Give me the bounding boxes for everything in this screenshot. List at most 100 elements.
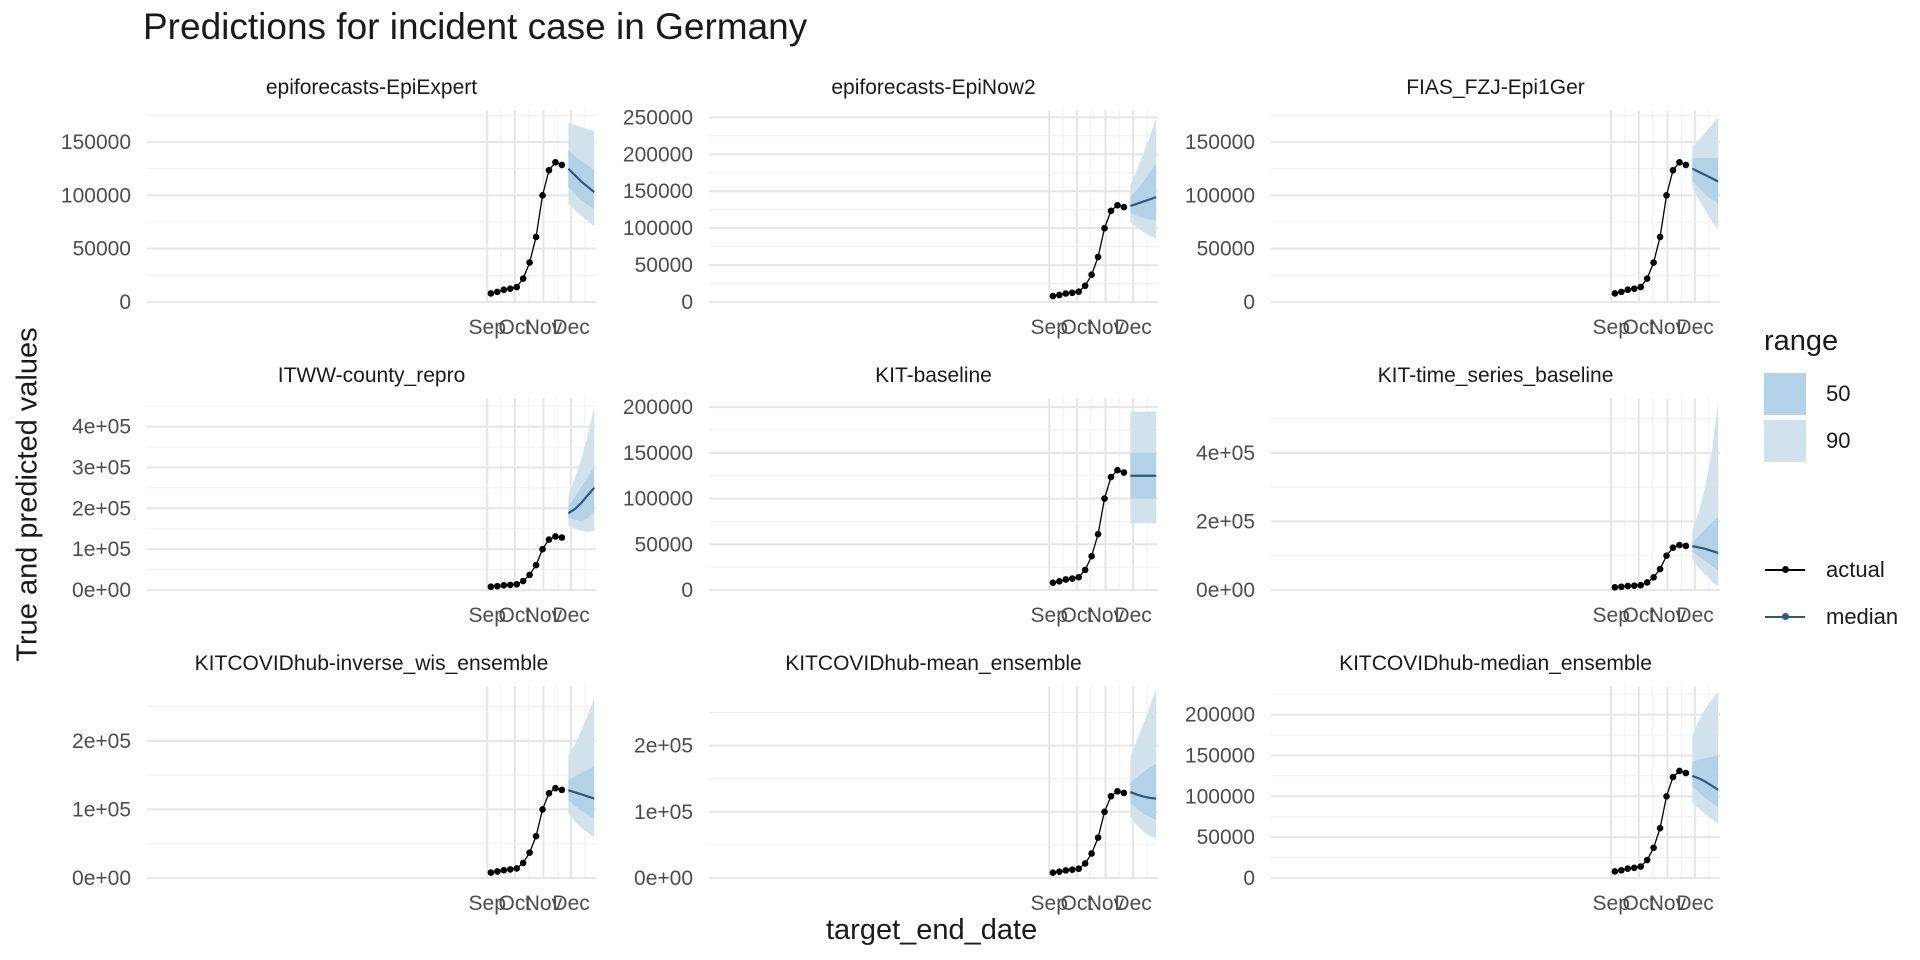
x-tick-label: Nov: [1649, 316, 1687, 339]
legend-title: range: [1764, 325, 1839, 357]
y-tick-label: 100000: [623, 488, 693, 511]
legend-key-median: [1764, 604, 1806, 630]
actual-point: [552, 533, 559, 540]
y-tick-label: 150000: [1185, 131, 1255, 154]
median-line: [1129, 790, 1157, 800]
legend-label-median: median: [1826, 603, 1899, 629]
x-tick-label: Dec: [1114, 892, 1151, 915]
actual-point: [494, 288, 501, 296]
actual-point: [500, 582, 508, 589]
actual-point: [1650, 259, 1657, 266]
actual-point: [1107, 207, 1115, 215]
actual-point: [1663, 192, 1670, 199]
actual-point: [1088, 850, 1095, 857]
panel-title: ITWW-county_repro: [278, 364, 466, 387]
actual-point: [1669, 773, 1677, 781]
x-tick-label: Oct: [1623, 892, 1656, 915]
actual-point: [1120, 203, 1128, 211]
median-line: [568, 789, 595, 800]
x-tick-label: Dec: [552, 316, 589, 339]
legend-label-actual: actual: [1826, 556, 1885, 582]
x-tick-label: Sep: [1593, 316, 1630, 339]
y-tick-label: 0e+00: [1196, 579, 1255, 602]
y-tick-label: 50000: [73, 238, 131, 261]
y-tick-label: 100000: [1185, 785, 1255, 808]
actual-point: [1637, 283, 1645, 291]
x-tick-label: Dec: [552, 892, 589, 915]
x-tick-label: Sep: [1031, 892, 1068, 915]
x-tick-label: Nov: [1087, 892, 1125, 915]
actual-point: [1094, 253, 1102, 261]
panel-title: epiforecasts-EpiExpert: [266, 76, 477, 99]
actual-point: [545, 166, 553, 174]
legend: range 50 90 actual median: [1764, 325, 1898, 640]
actual-point: [1114, 466, 1121, 474]
y-tick-label: 0: [681, 579, 693, 602]
actual-point: [558, 534, 566, 541]
median-line: [1691, 167, 1719, 183]
actual-point: [1650, 844, 1657, 852]
actual-point: [1075, 865, 1083, 873]
x-axis-title: target_end_date: [826, 914, 1038, 946]
x-tick-label: Nov: [1087, 316, 1125, 339]
panel-title: KITCOVIDhub-mean_ensemble: [785, 652, 1081, 675]
actual-point: [1682, 542, 1690, 550]
y-tick-label: 3e+05: [72, 456, 131, 479]
actual-point: [1068, 866, 1076, 874]
actual-point: [1120, 789, 1128, 797]
actual-point: [539, 192, 546, 199]
panel-title: KIT-baseline: [875, 364, 992, 387]
actual-point: [1669, 166, 1677, 174]
actual-point: [1630, 582, 1638, 590]
actual-point: [513, 865, 521, 872]
x-tick-label: Dec: [552, 604, 589, 627]
y-axis-title: True and predicted values: [11, 327, 44, 662]
y-tick-label: 100000: [1185, 184, 1255, 207]
actual-point: [1611, 290, 1619, 297]
actual-point: [1049, 869, 1057, 877]
actual-line: [1614, 161, 1687, 295]
y-tick-label: 100000: [623, 217, 693, 240]
actual-point: [1630, 285, 1638, 292]
x-tick-label: Dec: [1676, 892, 1713, 915]
actual-point: [500, 866, 508, 874]
actual-point: [1643, 275, 1651, 282]
actual-point: [1611, 583, 1619, 591]
actual-line: [490, 535, 562, 588]
y-tick-label: 0: [681, 291, 693, 314]
y-tick-label: 150000: [61, 131, 131, 154]
panel-title: KITCOVIDhub-inverse_wis_ensemble: [195, 652, 549, 675]
x-tick-label: Nov: [525, 316, 563, 339]
actual-point: [494, 582, 501, 590]
x-tick-label: Sep: [1031, 604, 1068, 627]
y-tick-label: 0e+00: [72, 579, 131, 602]
actual-point: [506, 581, 514, 589]
y-tick-label: 150000: [1185, 744, 1255, 767]
y-tick-label: 0: [1243, 867, 1255, 890]
legend-item-median: median: [1764, 593, 1898, 640]
actual-point: [1075, 288, 1083, 295]
actual-point: [1049, 292, 1057, 300]
band-50: [568, 150, 595, 210]
x-tick-label: Nov: [525, 604, 563, 627]
actual-point: [1088, 552, 1095, 560]
actual-point: [552, 158, 559, 166]
band-50: [1130, 163, 1157, 221]
actual-point: [1624, 286, 1632, 294]
y-tick-label: 0: [1243, 291, 1255, 314]
actual-point: [1663, 792, 1670, 800]
actual-point: [1062, 867, 1070, 874]
chart-title: Predictions for incident case in Germany: [143, 6, 808, 47]
actual-point: [1618, 583, 1625, 591]
actual-point: [1643, 579, 1651, 586]
actual-point: [545, 790, 553, 797]
facet-panel: 0 50000 100000 150000 200000 250000 SepOctNovD…: [623, 76, 1158, 339]
band-50: [1130, 763, 1157, 820]
y-tick-label: 2e+05: [72, 730, 131, 753]
